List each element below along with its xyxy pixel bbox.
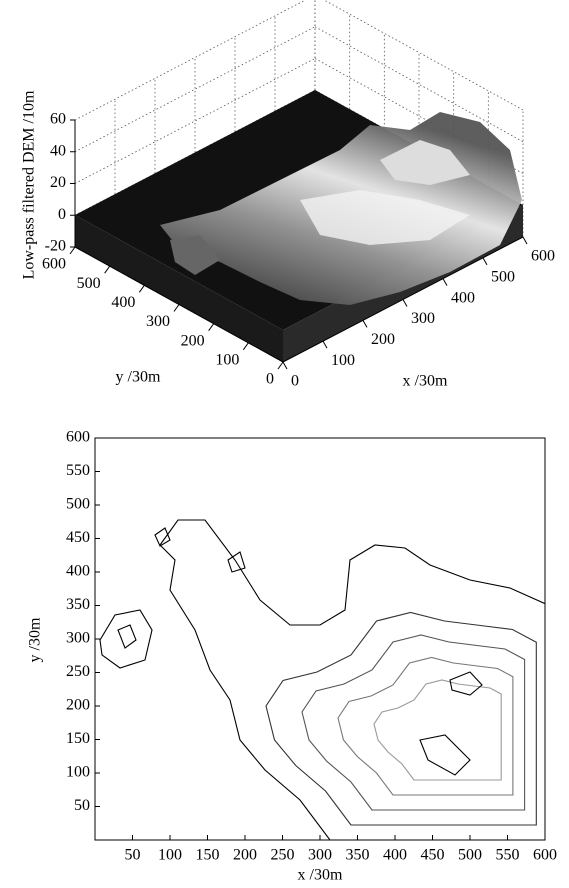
- x-tick-label: 300: [308, 847, 332, 864]
- y-tick-label: 400: [111, 294, 135, 311]
- x-tick-label: 400: [451, 289, 475, 306]
- x-tick-label: 600: [531, 248, 555, 265]
- y-axis-label: y /30m: [27, 617, 44, 662]
- y-tick-label: 600: [42, 256, 66, 273]
- y-tick-label: 50: [74, 797, 90, 814]
- contour-lines: [100, 520, 548, 840]
- y-tick-label: 150: [66, 730, 90, 747]
- axis-line: [242, 342, 249, 351]
- grid-line: [74, 0, 307, 121]
- x-tick-label: 500: [458, 847, 482, 864]
- y-tick-label: 300: [66, 630, 90, 647]
- z-tick-label: -20: [45, 238, 66, 255]
- z-tick-label: 60: [50, 111, 66, 128]
- grid-line: [74, 58, 316, 184]
- x-tick-label: 100: [158, 847, 182, 864]
- x-tick-label: 350: [346, 847, 370, 864]
- x-tick-label: 400: [383, 847, 407, 864]
- axis-line: [282, 361, 288, 370]
- x-tick-label: 100: [331, 352, 355, 369]
- axis-line: [322, 340, 328, 349]
- axis-line: [522, 236, 528, 245]
- y-tick-label: 600: [66, 429, 90, 446]
- x-axis-label: x /30m: [298, 867, 343, 884]
- y-axis-label: y /30m: [116, 369, 161, 386]
- y-tick-label: 500: [77, 275, 101, 292]
- y-tick-label: 300: [146, 313, 170, 330]
- y-tick-label: 400: [66, 563, 90, 580]
- x-tick-label: 200: [233, 847, 257, 864]
- y-tick-label: 200: [66, 697, 90, 714]
- axis-line: [442, 278, 448, 286]
- axis-line: [362, 320, 368, 328]
- axis-line: [402, 299, 408, 307]
- y-tick-label: 100: [215, 352, 239, 369]
- surface: [75, 90, 523, 362]
- x-tick-label: 600: [533, 847, 557, 864]
- y-tick-label: 550: [66, 462, 90, 479]
- grid-line: [74, 26, 316, 153]
- x-tick-label: 300: [411, 310, 435, 327]
- axis-line: [138, 285, 145, 293]
- z-tick-label: 20: [50, 174, 66, 191]
- axis-line: [173, 304, 180, 312]
- z-tick-label: 40: [50, 142, 66, 159]
- x-tick-label: 250: [271, 847, 295, 864]
- x-tick-label: 500: [491, 269, 515, 286]
- y-tick-label: 450: [66, 529, 90, 546]
- y-tick-label: 250: [66, 663, 90, 680]
- axis-line: [69, 246, 76, 255]
- x-tick-label: 50: [125, 847, 141, 864]
- z-tick-label: 0: [58, 206, 66, 223]
- y-tick-label: 500: [66, 496, 90, 513]
- x-axis-label: x /30m: [403, 373, 448, 390]
- axis-line: [277, 361, 284, 370]
- x-tick-label: 0: [291, 373, 299, 390]
- y-tick-label: 200: [181, 332, 205, 349]
- y-tick-label: 350: [66, 596, 90, 613]
- y-tick-label: 100: [66, 764, 90, 781]
- x-tick-label: 550: [496, 847, 520, 864]
- x-tick-label: 450: [421, 847, 445, 864]
- axis-line: [104, 265, 111, 274]
- x-tick-label: 200: [371, 331, 395, 348]
- axis-line: [482, 257, 488, 266]
- y-tick-label: 0: [266, 371, 274, 388]
- axis-line: [208, 323, 215, 331]
- x-tick-label: 150: [196, 847, 220, 864]
- z-axis-label: Low-pass filtered DEM /10m: [21, 90, 38, 279]
